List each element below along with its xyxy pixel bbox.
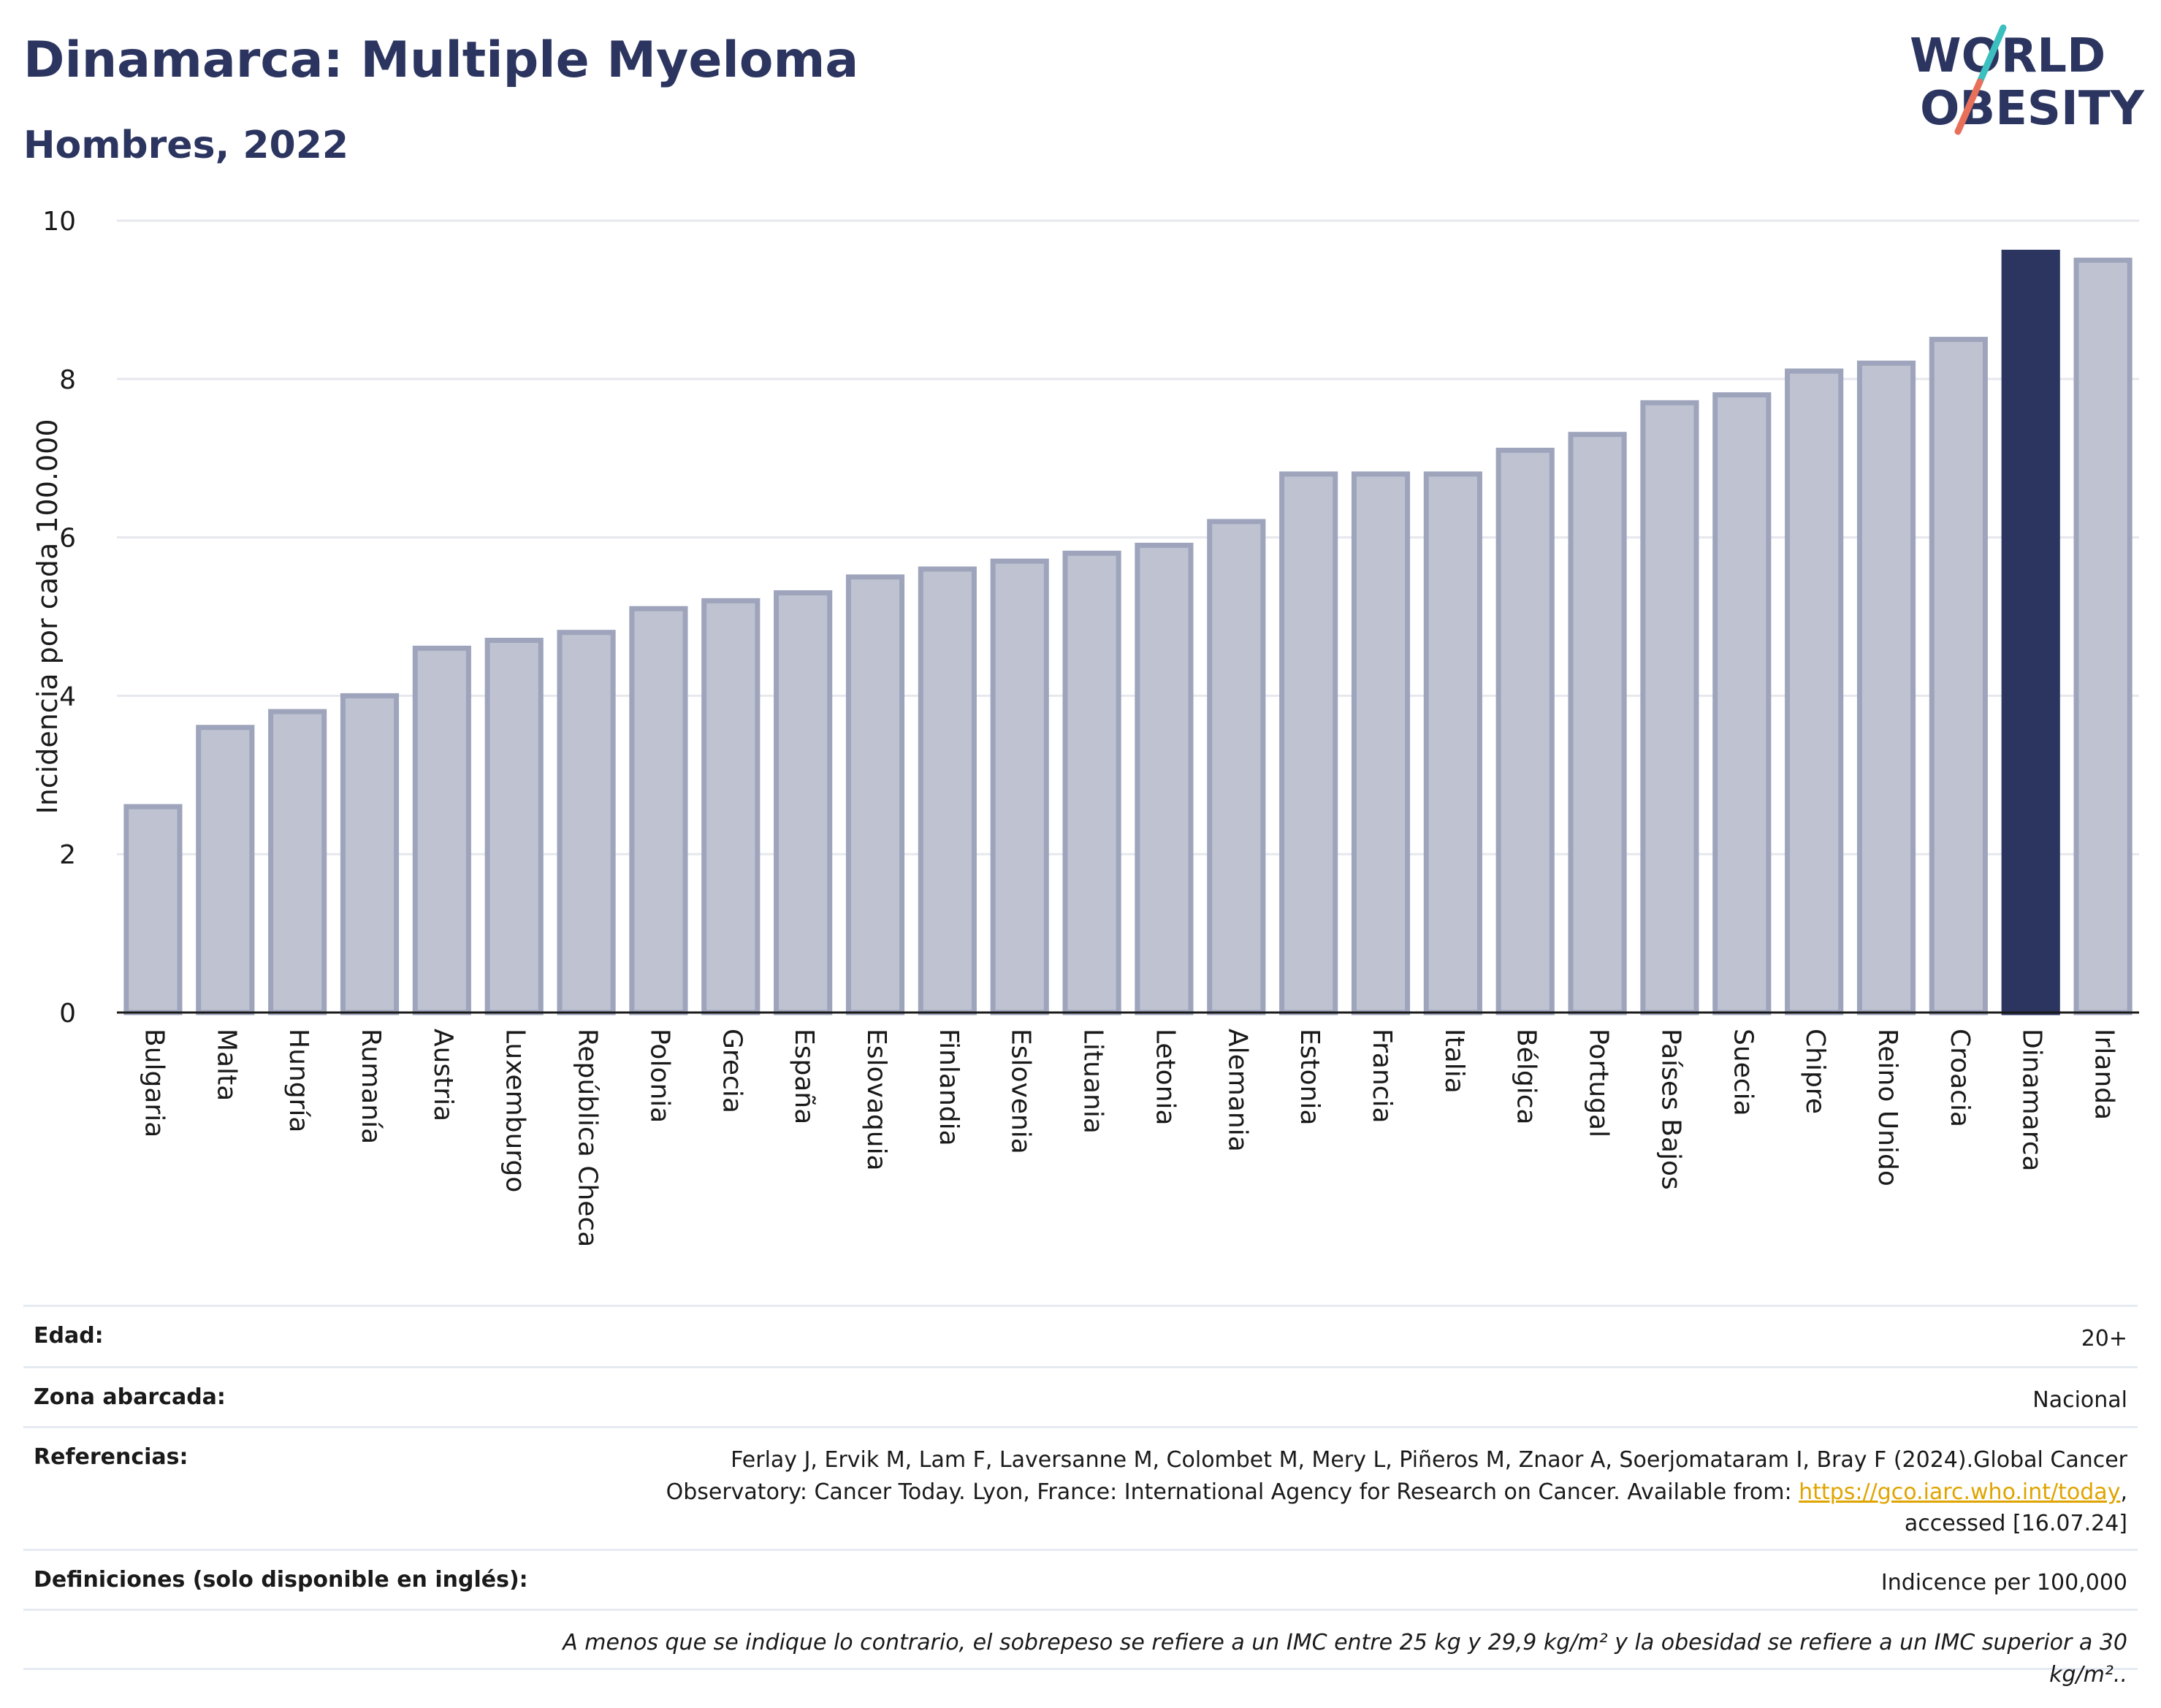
bar-luxemburgo [484, 638, 544, 1015]
y-axis-title: Incidencia por cada 100.000 [31, 419, 64, 814]
x-tick-label: Portugal [1584, 1029, 1614, 1137]
x-tick-label: Países Bajos [1655, 1029, 1685, 1190]
y-axis-ticks: 0 2 4 6 8 10 [42, 207, 76, 1029]
bar-eslovaquia [845, 574, 905, 1015]
info-row-age: Edad: 20+ [23, 1305, 2138, 1366]
references-value: Ferlay J, Ervik M, Lam F, Laversanne M, … [666, 1444, 2127, 1540]
bar-eslovenia [990, 558, 1049, 1015]
bar-chart: 0 2 4 6 8 10 Bulgaria Malta Hungría Rumanía Austr… [31, 207, 2139, 1247]
x-tick-label: Rumanía [356, 1029, 386, 1144]
bar-irlanda [2073, 257, 2133, 1015]
references-line-1: Ferlay J, Ervik M, Lam F, Laversanne M, … [731, 1447, 2127, 1473]
bar-chipre [1785, 368, 1844, 1015]
bar-reino-unido [1856, 360, 1916, 1015]
bar-letonia [1135, 542, 1194, 1015]
logo-slash-bottom [1954, 78, 1983, 135]
info-row-area: Zona abarcada: Nacional [23, 1366, 2138, 1426]
x-tick-label: República Checa [573, 1029, 603, 1247]
bar-polonia [629, 606, 688, 1015]
bar-rumanía [340, 693, 400, 1015]
bar-malta [196, 725, 255, 1015]
bar-bulgaria [123, 804, 183, 1015]
bar-italia [1423, 471, 1482, 1015]
bar-suecia [1712, 392, 1772, 1015]
y-tick-label: 10 [42, 207, 76, 237]
x-tick-label: Dinamarca [2017, 1029, 2047, 1172]
area-label: Zona abarcada: [34, 1384, 226, 1410]
references-line-2-end: , [2120, 1479, 2127, 1505]
bar-alemania [1207, 519, 1266, 1015]
y-tick-label: 6 [59, 524, 76, 554]
bar-dinamarca [2001, 249, 2060, 1015]
x-tick-label: España [789, 1029, 819, 1124]
info-row-note: A menos que se indique lo contrario, el … [23, 1609, 2138, 1688]
bar-estonia [1279, 471, 1338, 1015]
x-tick-label: Francia [1367, 1029, 1397, 1124]
bars [123, 249, 2133, 1015]
bar-españa [774, 590, 833, 1015]
x-tick-label: Malta [211, 1029, 241, 1101]
y-tick-label: 4 [59, 682, 76, 712]
x-tick-label: Alemania [1222, 1029, 1252, 1152]
world-obesity-logo: WORLD OBESITY [1910, 24, 2144, 136]
age-value: 20+ [2081, 1326, 2127, 1351]
x-tick-label: Bélgica [1512, 1029, 1541, 1125]
y-tick-label: 8 [59, 365, 76, 395]
bar-austria [412, 645, 471, 1015]
x-tick-label: Finlandia [934, 1029, 964, 1146]
x-tick-label: Suecia [1728, 1029, 1758, 1116]
x-tick-label: Letonia [1150, 1029, 1180, 1126]
bar-portugal [1568, 432, 1627, 1015]
x-tick-label: Eslovenia [1006, 1029, 1036, 1154]
bar-lituania [1062, 550, 1121, 1015]
x-tick-label: Italia [1439, 1029, 1469, 1094]
x-tick-label: Reino Unido [1872, 1029, 1902, 1186]
page-title: Dinamarca: Multiple Myeloma [23, 31, 859, 89]
logo-text-world: WORLD [1910, 29, 2105, 83]
x-tick-label: Estonia [1295, 1029, 1325, 1126]
definitions-label: Definiciones (solo disponible en inglés)… [34, 1567, 528, 1593]
bar-bélgica [1495, 447, 1555, 1015]
logo-slash-top [1976, 24, 2007, 85]
bar-grecia [701, 598, 761, 1015]
x-tick-label: Chipre [1800, 1029, 1830, 1114]
bar-francia [1351, 471, 1411, 1015]
definitions-value: Indicence per 100,000 [1880, 1570, 2127, 1595]
info-row-references: Referencias: Ferlay J, Ervik M, Lam F, L… [23, 1426, 2138, 1549]
y-tick-label: 0 [59, 999, 76, 1029]
x-tick-label: Irlanda [2089, 1029, 2119, 1120]
area-value: Nacional [2032, 1387, 2127, 1413]
info-table: Edad: 20+ Zona abarcada: Nacional Refere… [23, 1305, 2138, 1688]
x-tick-label: Croacia [1945, 1029, 1975, 1127]
bar-países-bajos [1640, 400, 1699, 1015]
bar-finlandia [918, 566, 977, 1015]
bar-república-checa [557, 630, 616, 1015]
x-tick-label: Eslovaquia [861, 1029, 891, 1171]
bar-croacia [1929, 337, 1988, 1015]
obesity-definition-note: A menos que se indique lo contrario, el … [563, 1630, 2127, 1688]
x-tick-label: Lituania [1078, 1029, 1108, 1134]
x-tick-label: Polonia [644, 1029, 674, 1123]
references-link[interactable]: https://gco.iarc.who.int/today [1799, 1479, 2121, 1505]
page-subtitle: Hombres, 2022 [23, 123, 349, 167]
references-line-3: accessed [16.07.24] [1904, 1511, 2127, 1536]
references-line-2: Observatory: Cancer Today. Lyon, France:… [666, 1479, 1799, 1505]
y-tick-label: 2 [59, 840, 76, 870]
bar-hungría [268, 709, 327, 1015]
x-axis-ticks: Bulgaria Malta Hungría Rumanía Austria Luxemb… [139, 1029, 2119, 1247]
references-label: Referencias: [34, 1444, 188, 1470]
age-label: Edad: [34, 1323, 104, 1349]
info-row-definitions: Definiciones (solo disponible en inglés)… [23, 1549, 2138, 1609]
x-tick-label: Bulgaria [139, 1029, 169, 1137]
x-tick-label: Hungría [283, 1029, 313, 1132]
x-tick-label: Luxemburgo [500, 1029, 530, 1192]
x-tick-label: Grecia [717, 1029, 747, 1113]
x-tick-label: Austria [428, 1029, 458, 1121]
